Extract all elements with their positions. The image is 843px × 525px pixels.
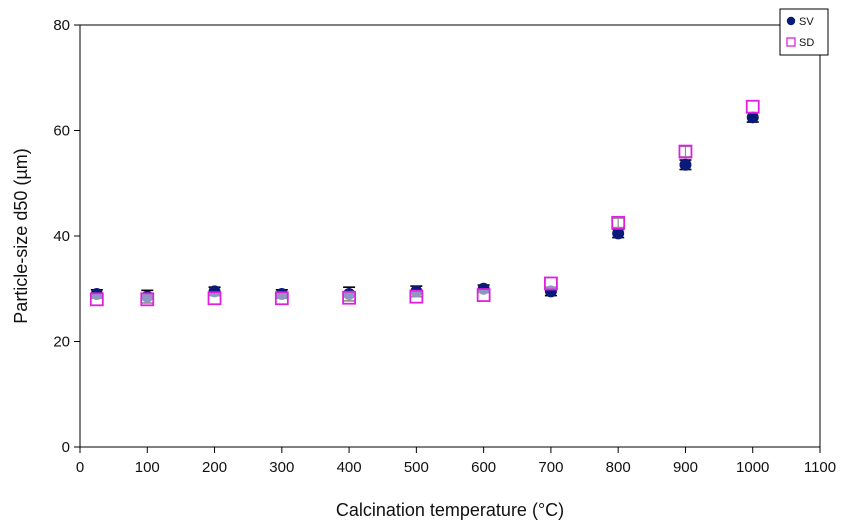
y-tick-label: 20 [53,334,70,351]
y-tick-label: 60 [53,123,70,140]
sd-point [409,289,424,304]
y-tick-label: 0 [62,439,70,456]
sv-point [679,158,692,171]
legend: SV SD [779,8,829,56]
y-tick-label: 40 [53,228,70,245]
y-tick-label: 80 [53,17,70,34]
sd-point [89,292,104,307]
sd-point [342,290,356,305]
y-axis-ticks: 0 20 40 60 80 [53,17,80,456]
legend-sd-marker [786,37,796,47]
sd-point [678,144,693,159]
sv-point [746,111,759,124]
legend-sv-label: SV [799,16,814,28]
x-tick-label: 500 [404,459,429,476]
x-tick-label: 400 [337,459,362,476]
data-marks [89,99,760,307]
x-axis-title: Calcination temperature (°C) [336,500,564,520]
x-tick-label: 100 [135,459,160,476]
x-tick-label: 600 [471,459,496,476]
x-tick-label: 800 [606,459,631,476]
legend-box [779,8,829,56]
sd-point [611,215,626,230]
sd-point [274,291,289,306]
plot-area [79,24,821,448]
x-tick-label: 1000 [736,459,769,476]
sv-point [612,227,625,240]
x-tick-label: 300 [269,459,294,476]
x-tick-label: 1100 [804,459,836,476]
x-tick-label: 0 [76,459,84,476]
sd-point [140,292,155,307]
y-axis-title: Particle-size d50 (µm) [11,148,31,323]
legend-sd-label: SD [799,37,814,49]
x-tick-label: 200 [202,459,227,476]
sd-point [207,291,222,306]
x-tick-label: 700 [538,459,563,476]
legend-sv-marker [786,16,796,26]
sd-point [544,276,558,291]
x-axis-ticks: 0 100 200 300 400 500 600 700 800 900 1000 1100 [76,447,836,476]
sd-point [745,99,760,114]
x-tick-label: 900 [673,459,698,476]
sd-point [476,288,491,302]
